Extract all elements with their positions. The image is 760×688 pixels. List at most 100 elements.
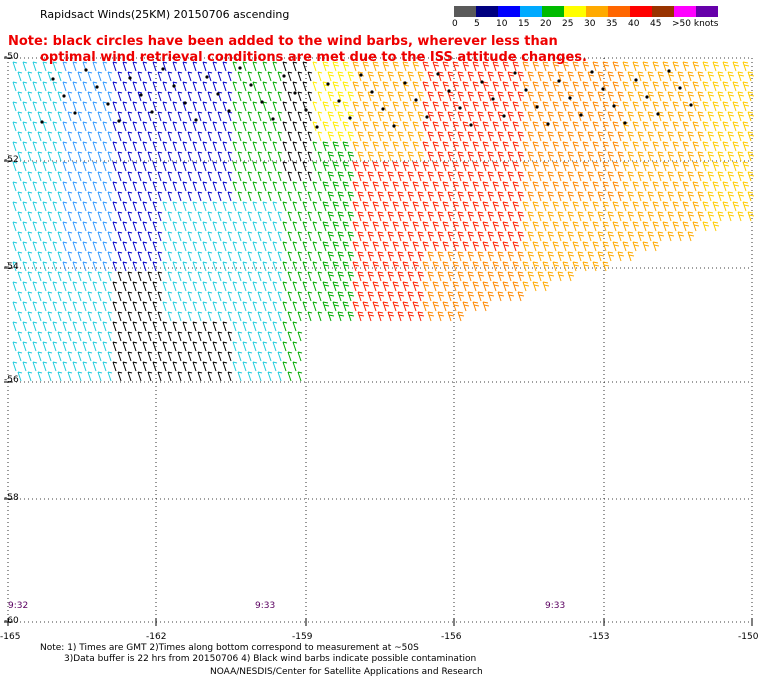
wind-barb bbox=[172, 61, 178, 72]
wind-barb bbox=[497, 231, 505, 242]
wind-barb bbox=[147, 71, 153, 82]
contamination-circle bbox=[282, 74, 286, 78]
wind-barb bbox=[227, 271, 233, 282]
wind-barb bbox=[557, 171, 565, 182]
wind-barb bbox=[102, 101, 108, 112]
wind-barb bbox=[72, 281, 78, 292]
wind-barb bbox=[112, 61, 118, 72]
wind-barb bbox=[162, 61, 168, 72]
wind-barb bbox=[492, 221, 500, 232]
wind-barb bbox=[717, 91, 725, 102]
wind-barb bbox=[282, 281, 288, 292]
wind-barb bbox=[137, 291, 143, 302]
wind-barb bbox=[332, 301, 340, 312]
wind-barb bbox=[47, 291, 53, 302]
wind-barb bbox=[202, 61, 208, 72]
wind-barb bbox=[702, 81, 710, 92]
wind-barb bbox=[337, 211, 345, 222]
wind-barb bbox=[592, 161, 600, 172]
wind-barb bbox=[142, 141, 148, 152]
wind-barb bbox=[502, 81, 510, 92]
wind-barb bbox=[552, 201, 560, 212]
wind-barb bbox=[342, 301, 350, 312]
wind-barb bbox=[572, 61, 580, 72]
wind-barb bbox=[542, 281, 550, 292]
wind-barb bbox=[187, 251, 193, 262]
wind-barb bbox=[17, 331, 23, 342]
wind-barb bbox=[57, 271, 63, 282]
wind-barb bbox=[422, 121, 430, 132]
wind-barb bbox=[47, 211, 53, 222]
wind-barb bbox=[122, 341, 128, 352]
wind-barb bbox=[357, 91, 365, 102]
wind-barb bbox=[622, 221, 630, 232]
wind-barb bbox=[462, 161, 470, 172]
wind-barb bbox=[147, 271, 153, 282]
wind-barb bbox=[82, 301, 88, 312]
wind-barb bbox=[92, 121, 98, 132]
wind-barb bbox=[617, 151, 625, 162]
wind-barb bbox=[512, 81, 520, 92]
wind-barb bbox=[42, 321, 48, 332]
wind-barb bbox=[472, 81, 480, 92]
wind-barb bbox=[497, 211, 505, 222]
wind-barb bbox=[37, 71, 43, 82]
wind-barb bbox=[587, 71, 595, 82]
wind-barb bbox=[182, 141, 188, 152]
wind-barb bbox=[492, 61, 500, 72]
wind-barb bbox=[212, 61, 218, 72]
wind-barb bbox=[432, 141, 440, 152]
wind-barb bbox=[432, 221, 440, 232]
wind-barb bbox=[657, 91, 665, 102]
wind-barb bbox=[62, 161, 68, 172]
wind-barb bbox=[47, 71, 53, 82]
wind-barb bbox=[372, 241, 380, 252]
wind-barb bbox=[67, 251, 73, 262]
wind-barb bbox=[302, 221, 308, 232]
wind-barb bbox=[462, 261, 470, 272]
contamination-circle bbox=[546, 122, 550, 126]
wind-barb bbox=[692, 221, 700, 232]
wind-barb bbox=[257, 371, 263, 382]
wind-barb bbox=[47, 371, 53, 382]
wind-barb bbox=[512, 221, 520, 232]
wind-barb bbox=[502, 261, 510, 272]
wind-barb bbox=[392, 101, 400, 112]
wind-barb bbox=[437, 151, 445, 162]
wind-barb bbox=[32, 301, 38, 312]
wind-barb bbox=[657, 131, 665, 142]
wind-barb bbox=[27, 111, 33, 122]
wind-barb bbox=[167, 171, 173, 182]
wind-barb bbox=[317, 191, 323, 202]
wind-barb bbox=[467, 151, 475, 162]
wind-barb bbox=[537, 231, 545, 242]
wind-barb bbox=[152, 121, 158, 132]
wind-barb bbox=[277, 71, 283, 82]
wind-barb bbox=[62, 341, 68, 352]
wind-barb bbox=[697, 131, 705, 142]
wind-barb bbox=[167, 351, 173, 362]
wind-barb bbox=[77, 291, 83, 302]
wind-barb bbox=[77, 91, 83, 102]
wind-barb bbox=[387, 271, 395, 282]
wind-barb bbox=[247, 71, 253, 82]
wind-barb bbox=[52, 241, 58, 252]
wind-barb bbox=[702, 121, 710, 132]
wind-barb bbox=[227, 171, 233, 182]
wind-barb bbox=[227, 131, 233, 142]
wind-barb bbox=[292, 61, 298, 72]
wind-barb bbox=[392, 61, 400, 72]
wind-barb bbox=[182, 61, 188, 72]
wind-barb bbox=[702, 141, 710, 152]
wind-barb bbox=[12, 161, 18, 172]
wind-barb bbox=[652, 101, 660, 112]
wind-barb bbox=[532, 141, 540, 152]
wind-barb bbox=[167, 111, 173, 122]
wind-barb bbox=[82, 101, 88, 112]
wind-barb bbox=[507, 151, 515, 162]
legend-swatch bbox=[564, 6, 586, 17]
wind-barb bbox=[242, 141, 248, 152]
wind-barb bbox=[442, 181, 450, 192]
wind-barb bbox=[467, 131, 475, 142]
contamination-circle bbox=[656, 112, 660, 116]
